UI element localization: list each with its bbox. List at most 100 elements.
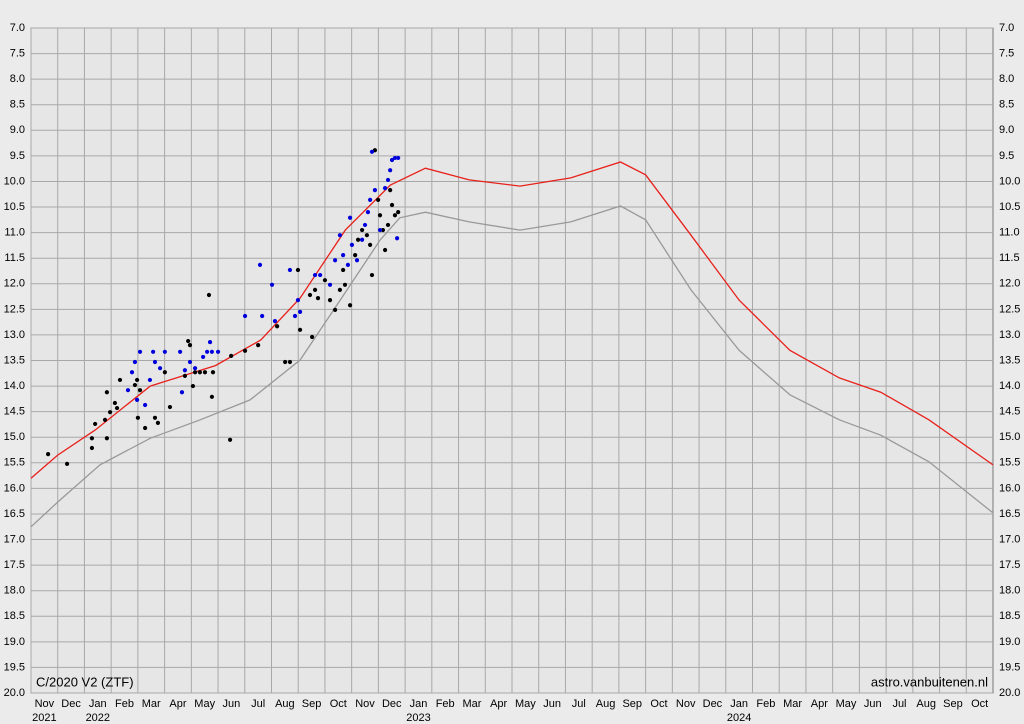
observation bbox=[114, 405, 120, 411]
y-tick-label-right: 9.5 bbox=[999, 150, 1014, 162]
observation bbox=[312, 287, 318, 293]
observation bbox=[151, 349, 156, 354]
marks bbox=[30, 148, 994, 528]
y-tick-label-right: 14.0 bbox=[999, 380, 1020, 392]
observation bbox=[382, 247, 388, 253]
x-tick-label: Oct bbox=[971, 698, 988, 710]
observation bbox=[292, 313, 298, 319]
observation bbox=[132, 382, 138, 388]
y-tick-label-right: 15.0 bbox=[999, 431, 1020, 443]
y-tick-label: 19.5 bbox=[4, 661, 25, 673]
observation bbox=[369, 149, 375, 154]
y-tick-label: 7.0 bbox=[10, 22, 25, 34]
observation bbox=[167, 404, 173, 410]
observation bbox=[107, 410, 113, 415]
observation bbox=[162, 370, 167, 375]
x-tick-label: Feb bbox=[115, 698, 134, 710]
x-tick-label: May bbox=[515, 698, 536, 710]
x-year-label: 2021 bbox=[32, 712, 56, 724]
y-tick-label: 16.5 bbox=[4, 508, 25, 520]
x-year-label: 2024 bbox=[727, 712, 751, 724]
observation bbox=[355, 237, 361, 242]
observation bbox=[312, 272, 318, 278]
observation bbox=[157, 366, 163, 371]
y-tick-label: 13.0 bbox=[4, 329, 25, 341]
observation bbox=[385, 222, 391, 228]
observation bbox=[369, 272, 375, 278]
x-year-label: 2022 bbox=[86, 712, 110, 724]
y-tick-label: 9.5 bbox=[10, 150, 25, 162]
observation bbox=[295, 298, 301, 303]
observation bbox=[362, 222, 368, 228]
observation bbox=[46, 452, 51, 457]
observation bbox=[322, 278, 328, 283]
observation bbox=[337, 233, 343, 238]
observation bbox=[206, 292, 212, 298]
y-tick-label-right: 19.0 bbox=[999, 636, 1020, 648]
observation bbox=[137, 349, 143, 354]
observation bbox=[353, 253, 358, 258]
observation bbox=[192, 366, 198, 371]
y-tick-label: 14.0 bbox=[4, 380, 25, 392]
observation bbox=[385, 177, 391, 183]
observation bbox=[287, 359, 293, 365]
observation bbox=[179, 390, 185, 395]
y-tick-label-right: 16.5 bbox=[999, 508, 1020, 520]
observation bbox=[382, 186, 388, 191]
y-tick-label: 13.5 bbox=[4, 354, 25, 366]
y-tick-label: 11.5 bbox=[4, 252, 25, 264]
observation bbox=[143, 425, 148, 431]
y-tick-label: 19.0 bbox=[4, 636, 25, 648]
x-tick-label: Mar bbox=[462, 698, 481, 710]
observation bbox=[332, 307, 338, 312]
observation bbox=[359, 237, 365, 242]
y-tick-label: 11.0 bbox=[4, 227, 25, 239]
observation bbox=[342, 282, 348, 287]
x-tick-label: Aug bbox=[275, 698, 295, 710]
x-tick-label: Nov bbox=[355, 698, 375, 710]
observation bbox=[104, 436, 109, 441]
y-tick-label: 16.0 bbox=[4, 482, 25, 494]
observation bbox=[388, 168, 393, 173]
observation bbox=[89, 445, 95, 451]
observation bbox=[112, 400, 118, 406]
observation bbox=[215, 349, 221, 354]
observation bbox=[242, 313, 248, 319]
observation bbox=[89, 436, 95, 441]
y-tick-label: 18.0 bbox=[4, 585, 25, 597]
y-tick-label-right: 18.5 bbox=[999, 610, 1020, 622]
observation bbox=[256, 343, 261, 348]
x-tick-label: Oct bbox=[650, 698, 667, 710]
observation bbox=[372, 188, 378, 193]
y-tick-label: 7.5 bbox=[10, 47, 25, 59]
observation bbox=[147, 377, 153, 383]
y-tick-label: 12.0 bbox=[4, 278, 25, 290]
observation bbox=[275, 324, 280, 329]
observation bbox=[143, 402, 148, 408]
observation bbox=[104, 390, 109, 395]
observation bbox=[272, 319, 278, 324]
y-tick-label-right: 15.5 bbox=[999, 457, 1020, 469]
chart-title: C/2020 V2 (ZTF) bbox=[36, 674, 134, 689]
observation bbox=[347, 215, 353, 220]
y-tick-label-right: 13.5 bbox=[999, 354, 1020, 366]
observation bbox=[337, 287, 343, 293]
y-tick-label-right: 11.0 bbox=[999, 227, 1020, 239]
x-tick-label: Feb bbox=[436, 698, 455, 710]
observation bbox=[227, 437, 233, 442]
y-tick-label: 10.5 bbox=[4, 201, 25, 213]
observation bbox=[283, 359, 288, 365]
observation bbox=[354, 258, 360, 263]
labels: 7.0 7.0 7.5 7.5 8.0 8.0 8.5 8.5 9.0 9.0 9.5 9.5 10.0… bbox=[4, 22, 1021, 724]
observation bbox=[310, 334, 315, 340]
x-tick-label: Sep bbox=[943, 698, 963, 710]
observation bbox=[197, 370, 202, 375]
observation bbox=[341, 253, 346, 258]
observation bbox=[345, 262, 351, 267]
curve bbox=[30, 205, 994, 528]
y-tick-label-right: 8.5 bbox=[999, 99, 1014, 111]
y-tick-label-right: 19.5 bbox=[999, 661, 1020, 673]
observation bbox=[162, 349, 167, 354]
y-tick-label: 9.0 bbox=[10, 124, 25, 136]
